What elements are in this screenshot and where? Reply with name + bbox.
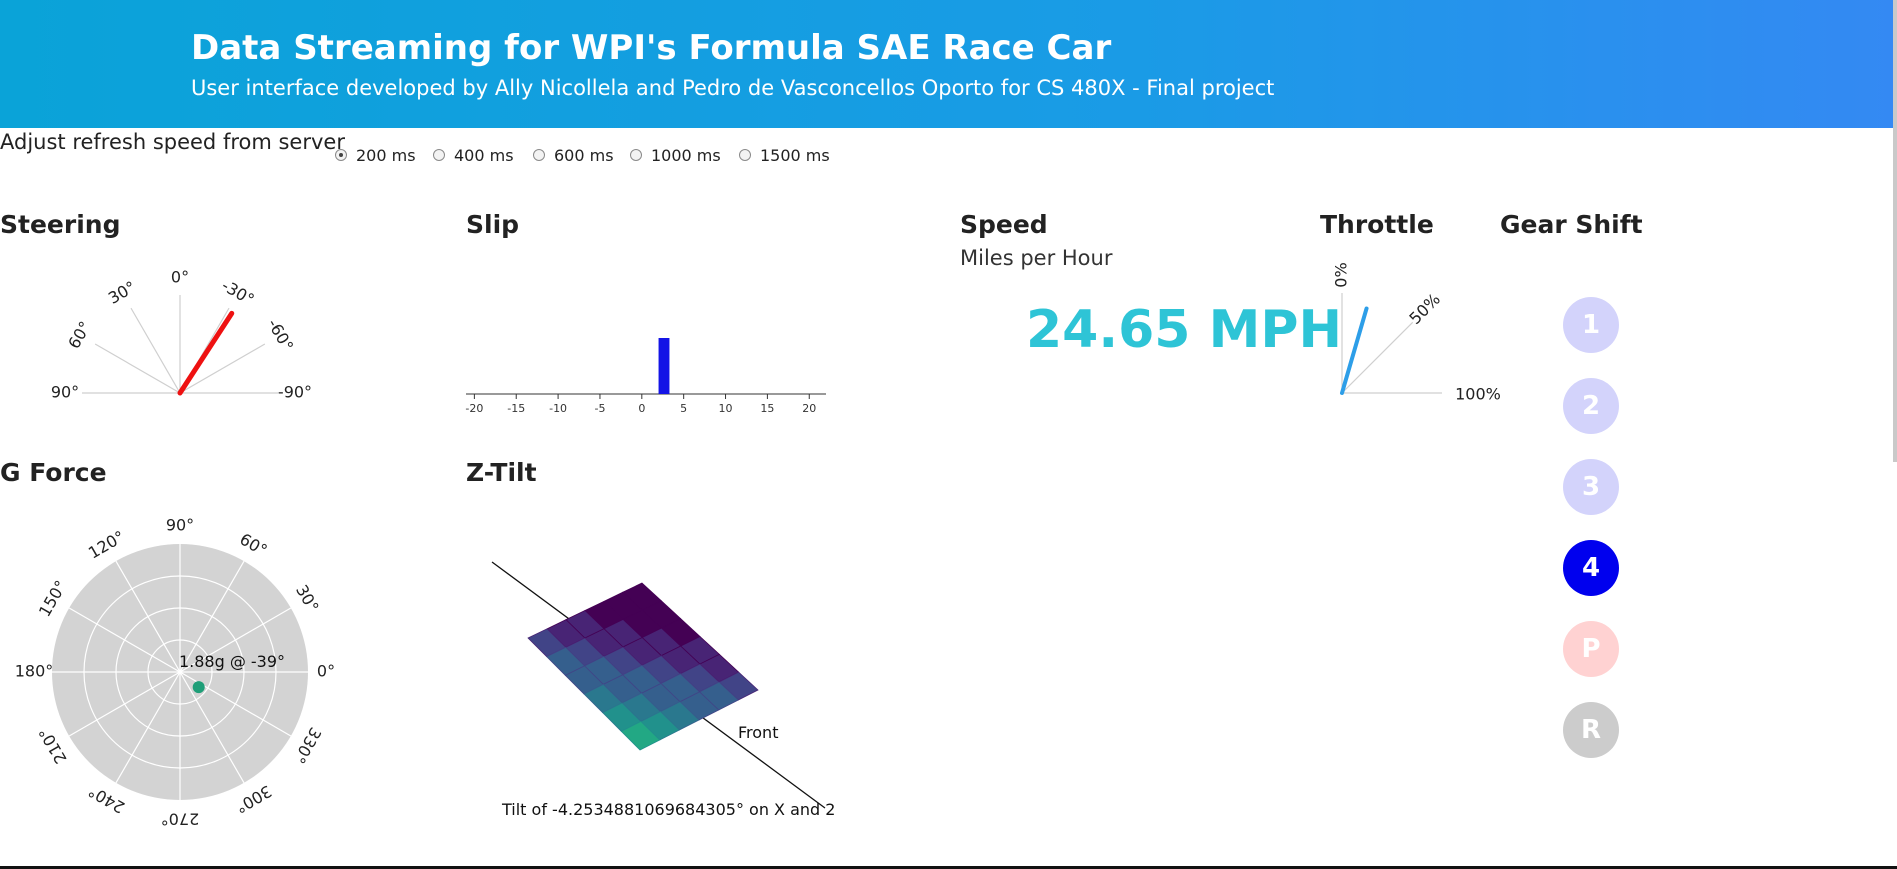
g-force-spoke — [115, 671, 181, 784]
refresh-option-label: 1000 ms — [651, 145, 721, 165]
refresh-option-label: 600 ms — [554, 145, 614, 165]
g-force-angle-label: 60° — [236, 529, 270, 560]
steering-gridline — [130, 307, 181, 394]
z-tilt-title: Z-Tilt — [466, 458, 537, 487]
gear-3-indicator: 3 — [1563, 459, 1619, 515]
vertical-scrollbar[interactable] — [1893, 0, 1897, 462]
slip-tick-label: -5 — [594, 402, 605, 415]
throttle-title: Throttle — [1320, 210, 1434, 239]
gear-4-indicator: 4 — [1563, 540, 1619, 596]
throttle-gauge: 0% 50% 100% — [1332, 262, 1501, 404]
z-tilt-plane: Front — [491, 561, 826, 809]
slip-bar — [658, 338, 670, 394]
refresh-option-label: 200 ms — [356, 145, 416, 165]
g-force-angle-label: 150° — [35, 577, 71, 620]
g-force-spoke — [179, 671, 245, 784]
steering-tick-label: -60° — [264, 315, 298, 354]
throttle-tick-label: 0% — [1332, 262, 1351, 287]
slip-tick-label: -10 — [549, 402, 567, 415]
steering-gridline — [94, 343, 181, 394]
slip-title: Slip — [466, 210, 520, 239]
gear-r-indicator: R — [1563, 702, 1619, 758]
g-force-angle-label: 90° — [166, 516, 194, 535]
g-force-spoke — [179, 607, 292, 673]
slip-chart: -20 -15 -10 -5 0 5 10 15 20 — [465, 338, 826, 415]
radio-1500[interactable] — [739, 149, 751, 161]
radio-400[interactable] — [433, 149, 445, 161]
page-title: Data Streaming for WPI's Formula SAE Rac… — [191, 28, 1112, 68]
g-force-dot — [192, 681, 205, 694]
slip-tick-label: 15 — [760, 402, 774, 415]
radio-200[interactable] — [335, 149, 347, 161]
throttle-needle — [1340, 306, 1369, 395]
speed-readout: 24.65 MPH — [1026, 300, 1342, 360]
z-tilt-front-label: Front — [738, 723, 778, 742]
refresh-option-label: 400 ms — [454, 145, 514, 165]
steering-gridline — [179, 343, 266, 394]
steering-tick-label: 30° — [105, 277, 139, 308]
g-force-angle-label: 30° — [292, 581, 323, 615]
steering-title: Steering — [0, 210, 121, 239]
slip-tick-label: -15 — [507, 402, 525, 415]
refresh-option-1000[interactable]: 1000 ms — [630, 144, 721, 166]
slip-tick-label: 10 — [719, 402, 733, 415]
g-force-polar-chart: 0° 30° 60° 90° 120° 150° 180° 210° 240° 270° 300° 3… — [15, 516, 335, 829]
refresh-speed-control: Adjust refresh speed from server 200 ms … — [0, 130, 900, 170]
slip-tick-label: 5 — [680, 402, 687, 415]
steering-tick-label: -30° — [218, 276, 257, 310]
page-header: Data Streaming for WPI's Formula SAE Rac… — [0, 0, 1897, 128]
z-tilt-cell — [620, 720, 661, 751]
g-force-angle-label: 240° — [85, 781, 128, 817]
slip-tick-label: 20 — [802, 402, 816, 415]
gear-p-indicator: P — [1563, 621, 1619, 677]
steering-needle — [177, 310, 235, 396]
g-force-angle-label: 210° — [35, 724, 71, 767]
g-force-title: G Force — [0, 458, 107, 487]
gear-2-indicator: 2 — [1563, 378, 1619, 434]
steering-gauge: 90° 60° 30° 0° -30°-60° -90° — [51, 268, 312, 402]
gear-1-indicator: 1 — [1563, 297, 1619, 353]
bottom-border — [0, 866, 1897, 869]
steering-tick-label: 90° — [51, 383, 79, 402]
steering-tick-label: 60° — [64, 318, 95, 352]
throttle-gridline — [1341, 321, 1414, 394]
refresh-option-200[interactable]: 200 ms — [335, 144, 416, 166]
steering-tick-label: 0° — [171, 268, 189, 287]
g-force-angle-label: 0° — [317, 662, 335, 681]
z-tilt-caption: Tilt of -4.2534881069684305° on X and 2 — [502, 800, 836, 819]
radio-600[interactable] — [533, 149, 545, 161]
g-force-angle-label: 300° — [232, 781, 275, 817]
g-force-readout: 1.88g @ -39° — [179, 652, 285, 671]
g-force-spoke — [68, 607, 181, 673]
slip-tick-label: 0 — [638, 402, 645, 415]
speed-unit-label: Miles per Hour — [960, 246, 1113, 270]
steering-tick-label: -90° — [278, 383, 312, 402]
slip-tick-label: -20 — [465, 402, 483, 415]
refresh-option-1500[interactable]: 1500 ms — [739, 144, 830, 166]
gear-shift-title: Gear Shift — [1500, 210, 1643, 239]
refresh-option-label: 1500 ms — [760, 145, 830, 165]
g-force-spoke — [179, 560, 245, 673]
g-force-spoke — [68, 671, 181, 737]
speed-title: Speed — [960, 210, 1048, 239]
refresh-option-400[interactable]: 400 ms — [433, 144, 514, 166]
g-force-spoke — [115, 560, 181, 673]
throttle-tick-label: 50% — [1405, 290, 1444, 329]
g-force-angle-label: 180° — [15, 662, 54, 681]
g-force-angle-label: 330° — [289, 724, 325, 767]
page-subtitle: User interface developed by Ally Nicolle… — [191, 76, 1275, 100]
refresh-speed-label: Adjust refresh speed from server — [0, 130, 345, 154]
throttle-tick-label: 100% — [1455, 385, 1501, 404]
g-force-angle-label: 120° — [85, 527, 128, 563]
g-force-angle-label: 270° — [161, 810, 200, 829]
refresh-option-600[interactable]: 600 ms — [533, 144, 614, 166]
radio-1000[interactable] — [630, 149, 642, 161]
